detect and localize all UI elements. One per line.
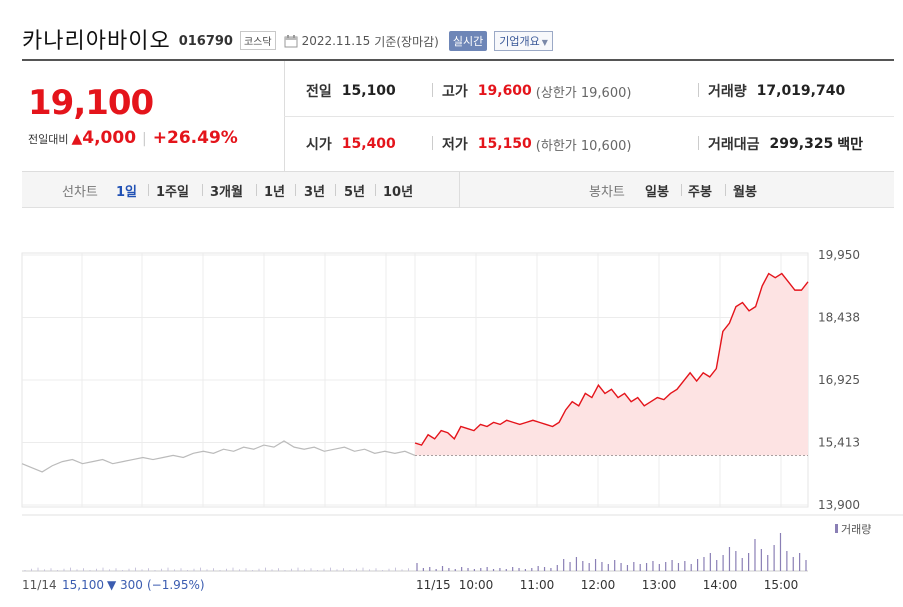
divider <box>681 184 682 196</box>
tab-1day[interactable]: 1일 <box>116 185 138 200</box>
line-chart-label: 선차트 <box>62 185 98 200</box>
change-percent: +26.49% <box>152 128 238 148</box>
volume-legend-label: 거래량 <box>841 523 871 536</box>
change-label: 전일대비 <box>28 133 69 146</box>
calendar-icon <box>284 34 298 47</box>
candle-chart-label: 봉차트 <box>589 185 625 200</box>
open-price: 시가 15,400 <box>306 134 396 154</box>
low-price: 저가 15,150 (하한가 10,600) <box>442 134 631 154</box>
tab-1year[interactable]: 1년 <box>264 185 286 200</box>
company-info-label: 기업개요 <box>499 34 540 48</box>
high-value: 19,600 <box>477 83 532 99</box>
prev-day-price-line <box>21 440 416 473</box>
divider <box>725 184 726 196</box>
today-price-line <box>414 272 809 446</box>
divider <box>432 83 433 97</box>
low-value: 15,150 <box>477 136 532 152</box>
trade-value-label: 거래대금 <box>708 137 760 153</box>
high-price: 고가 19,600 (상한가 19,600) <box>442 81 631 101</box>
price-area-fill <box>415 273 808 456</box>
x-tick-label: 12:00 <box>581 578 616 592</box>
divider <box>459 172 460 208</box>
down-arrow-icon: ▼ <box>107 578 117 592</box>
divider <box>375 184 376 196</box>
divider: | <box>142 131 147 147</box>
price-info-panel: 19,100 전일대비 ▲ 4,000 | +26.49% 전일 15,100 … <box>22 59 894 172</box>
tab-3year[interactable]: 3년 <box>304 185 326 200</box>
volume-label: 거래량 <box>708 84 747 100</box>
prev-close-label: 전일 <box>306 84 332 100</box>
change-amount: 4,000 <box>82 128 137 148</box>
trade-value-value: 299,325 <box>769 136 834 152</box>
tab-3month[interactable]: 3개월 <box>210 185 243 200</box>
volume: 거래량 17,019,740 <box>708 81 845 101</box>
x-tick-label: 11:00 <box>520 578 555 592</box>
company-info-dropdown[interactable]: 기업개요 ▼ <box>494 30 553 51</box>
volume-value: 17,019,740 <box>756 83 846 99</box>
divider <box>295 184 296 196</box>
prev-day-date: 11/14 <box>22 578 57 592</box>
low-label: 저가 <box>442 137 468 153</box>
divider <box>256 184 257 196</box>
volume-legend-swatch <box>835 524 838 533</box>
divider <box>432 136 433 150</box>
stock-header: 카나리아바이오 016790 코스닥 2022.11.15 기준(장마감) 실시… <box>22 24 553 54</box>
current-price: 19,100 <box>28 83 154 123</box>
divider <box>202 184 203 196</box>
y-tick-label: 19,950 <box>818 248 860 262</box>
divider <box>284 116 894 117</box>
intraday-price-chart[interactable]: 19,950 18,438 16,925 15,413 13,900 거래량 11/14 15… <box>0 208 903 607</box>
company-name: 카나리아바이오 <box>22 29 171 54</box>
market-badge: 코스닥 <box>239 31 276 50</box>
divider <box>335 184 336 196</box>
open-label: 시가 <box>306 137 332 153</box>
price-change: 전일대비 ▲ 4,000 | +26.49% <box>28 128 238 148</box>
tab-5year[interactable]: 5년 <box>344 185 366 200</box>
divider <box>698 83 699 97</box>
y-tick-label: 13,900 <box>818 498 860 512</box>
tab-daily-candle[interactable]: 일봉 <box>645 185 669 200</box>
tab-weekly-candle[interactable]: 주봉 <box>688 185 712 200</box>
divider <box>148 184 149 196</box>
prev-day-change: 300 <box>120 578 143 592</box>
x-tick-label: 14:00 <box>703 578 738 592</box>
chevron-down-icon: ▼ <box>541 37 548 47</box>
base-date: 2022.11.15 <box>301 34 371 48</box>
base-date-note: 기준(장마감) <box>374 34 439 49</box>
up-arrow-icon: ▲ <box>71 131 83 147</box>
divider <box>698 136 699 150</box>
prev-close-value: 15,100 <box>341 83 396 99</box>
prev-day-close: 15,100 <box>62 578 104 592</box>
open-value: 15,400 <box>341 136 396 152</box>
lower-limit: (하한가 10,600) <box>535 138 632 154</box>
trade-value-unit: 백만 <box>837 137 864 153</box>
high-label: 고가 <box>442 84 468 100</box>
trade-value: 거래대금 299,325 백만 <box>708 134 863 154</box>
prev-close: 전일 15,100 <box>306 81 396 101</box>
chart-toolbar: 선차트 1일 1주일 3개월 1년 3년 5년 10년 봉차트 일봉 주봉 월봉 <box>22 172 894 208</box>
y-tick-label: 16,925 <box>818 373 860 387</box>
tab-1week[interactable]: 1주일 <box>156 185 189 200</box>
realtime-button[interactable]: 실시간 <box>448 30 488 51</box>
x-tick-label: 11/15 <box>416 578 451 592</box>
upper-limit: (상한가 19,600) <box>535 85 632 101</box>
x-tick-label: 15:00 <box>764 578 799 592</box>
stock-code: 016790 <box>178 34 233 49</box>
y-tick-label: 18,438 <box>818 310 860 324</box>
x-tick-label: 13:00 <box>642 578 677 592</box>
current-price-box: 19,100 전일대비 ▲ 4,000 | +26.49% <box>22 61 284 172</box>
x-tick-label: 10:00 <box>459 578 494 592</box>
tab-monthly-candle[interactable]: 월봉 <box>733 185 757 200</box>
y-tick-label: 15,413 <box>818 435 860 449</box>
tab-10year[interactable]: 10년 <box>383 185 414 200</box>
prev-day-percent: (−1.95%) <box>147 578 205 592</box>
